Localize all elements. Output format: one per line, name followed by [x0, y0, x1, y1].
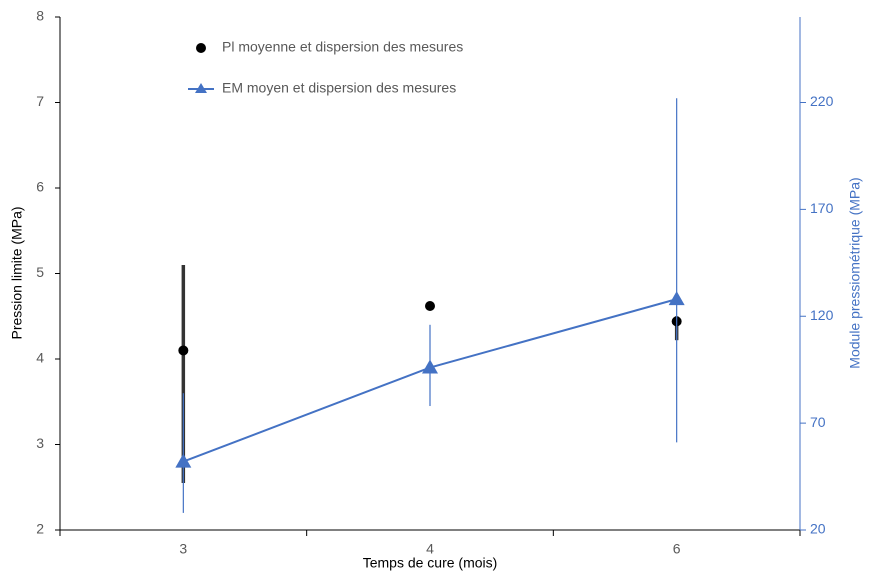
marker [178, 345, 189, 356]
y-tick-label: 7 [36, 93, 44, 109]
y-axis-title: Pression limite (MPa) [9, 206, 25, 339]
legend-marker [196, 43, 206, 53]
y-tick-label: 6 [36, 179, 44, 195]
y-tick-label: 5 [36, 264, 44, 280]
marker [668, 291, 685, 306]
y2-axis-title: Module pressiométrique (MPa) [847, 177, 863, 368]
marker [175, 453, 192, 468]
y2-tick-label: 20 [810, 521, 826, 537]
legend-label: EM moyen et dispersion des mesures [222, 80, 456, 96]
x-tick-label: 4 [426, 541, 434, 557]
x-tick-label: 6 [673, 541, 681, 557]
y-tick-label: 8 [36, 8, 44, 24]
y-tick-label: 4 [36, 350, 44, 366]
x-axis-title: Temps de cure (mois) [363, 555, 498, 571]
legend-label: Pl moyenne et dispersion des mesures [222, 39, 463, 55]
marker [422, 359, 438, 374]
marker [425, 300, 435, 311]
y2-tick-label: 120 [810, 307, 834, 323]
y2-tick-label: 170 [810, 200, 834, 216]
y-tick-label: 3 [36, 435, 44, 451]
y-tick-label: 2 [36, 521, 44, 537]
y2-tick-label: 220 [810, 93, 834, 109]
y2-tick-label: 70 [810, 414, 826, 430]
legend-marker [195, 83, 207, 93]
x-tick-label: 3 [179, 541, 187, 557]
